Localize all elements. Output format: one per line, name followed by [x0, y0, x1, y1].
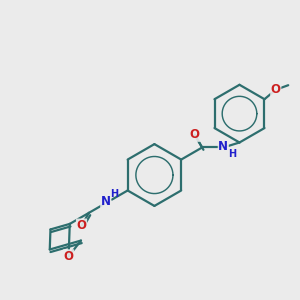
- Text: N: N: [101, 195, 111, 208]
- Text: O: O: [190, 128, 200, 141]
- Text: H: H: [228, 149, 236, 159]
- Text: O: O: [64, 250, 74, 263]
- Text: O: O: [271, 83, 281, 96]
- Text: N: N: [218, 140, 228, 152]
- Text: O: O: [76, 219, 86, 232]
- Text: H: H: [110, 189, 118, 199]
